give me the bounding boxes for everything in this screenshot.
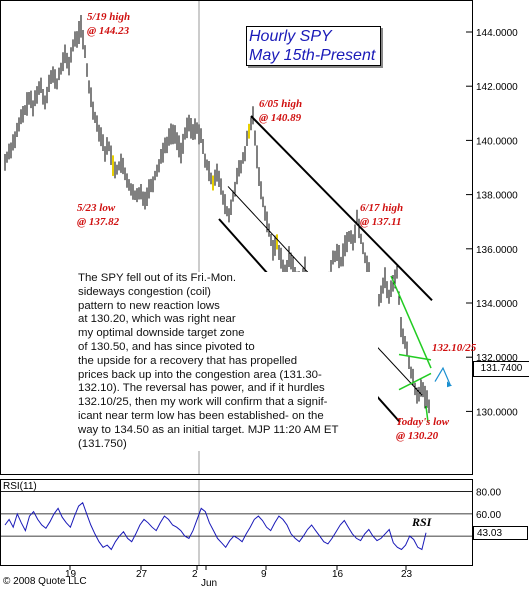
green-trendline xyxy=(390,275,432,369)
rsi-indicator-label: RSI(11) xyxy=(3,481,37,492)
rsi-panel-label: RSI xyxy=(411,515,433,529)
annotation-value: @ 130.20 xyxy=(396,430,439,442)
commentary-line: pattern to new reaction lows xyxy=(78,299,220,312)
price-tick-label: 134.0000 xyxy=(476,299,518,310)
commentary-text: The SPY fell out of its Fri.-Mon. sideway… xyxy=(78,272,378,452)
price-tick-label: 144.0000 xyxy=(476,28,518,39)
annotation-value: @ 137.82 xyxy=(77,216,120,228)
price-tick-label: 140.0000 xyxy=(476,136,518,147)
last-price-label: 131.7400 xyxy=(473,361,529,377)
commentary-line: 132.10/25, then my work will confirm tha… xyxy=(78,396,328,409)
annotation-label: 6/05 high xyxy=(259,98,302,110)
annotation-label: 132.10/25 xyxy=(432,342,477,354)
chart-subtitle: May 15th-Present xyxy=(249,47,376,64)
commentary-line: way to 134.50 as an initial target. MJP … xyxy=(78,423,339,436)
projection-arrowhead xyxy=(447,381,452,388)
date-tick-label: 27 xyxy=(136,569,148,580)
rsi-value-label: 43.03 xyxy=(473,526,528,540)
projection-arrow xyxy=(434,366,451,385)
rsi-panel xyxy=(0,479,473,566)
date-tick-label: Jun xyxy=(201,578,217,589)
price-tick-label: 132.0000 xyxy=(476,353,518,364)
upper-channel-line xyxy=(250,115,433,301)
annotation-value: @ 144.23 xyxy=(87,25,130,37)
annotation-value: @ 140.89 xyxy=(259,112,302,124)
commentary-line: prices back up into the congestion area … xyxy=(78,368,322,381)
commentary-line: of 130.50, and has since pivoted to xyxy=(78,340,255,353)
chart-title-box: Hourly SPY May 15th-Present xyxy=(246,26,381,66)
rsi-tick-label: 80.00 xyxy=(476,488,501,499)
commentary-line: at 130.20, which was right near xyxy=(78,313,236,326)
chart-title: Hourly SPY xyxy=(249,28,332,45)
price-panel xyxy=(0,0,473,475)
price-tick-label: 142.0000 xyxy=(476,82,518,93)
copyright: © 2008 Quote LLC xyxy=(3,576,87,587)
annotation-value: @ 137.11 xyxy=(360,216,402,228)
annotation-label: 5/23 low xyxy=(77,202,116,214)
price-tick-label: 136.0000 xyxy=(476,245,518,256)
date-tick-label: 2 xyxy=(192,569,198,580)
annotation-label: 6/17 high xyxy=(360,202,403,214)
commentary-line: icant near term low has been established… xyxy=(78,409,324,422)
annotation-label: 5/19 high xyxy=(87,11,130,23)
price-axis: 144.0000 142.0000 140.0000 138.0000 136.0000… xyxy=(466,28,518,418)
commentary-line: my optimal downside target zone xyxy=(78,327,245,340)
commentary-line: the upside for a recovery that has prope… xyxy=(78,354,298,367)
commentary-line: (131.750) xyxy=(78,437,127,450)
date-tick-label: 9 xyxy=(261,569,267,580)
low-pointer-line xyxy=(425,405,429,423)
price-tick-label: 138.0000 xyxy=(476,191,518,202)
price-tick-label: 130.0000 xyxy=(476,407,518,418)
date-tick-label: 16 xyxy=(332,569,344,580)
rsi-series-line xyxy=(4,501,427,551)
date-tick-label: 19 xyxy=(65,569,77,580)
green-coil-bottom xyxy=(398,372,432,391)
annotation-label: Today's low xyxy=(396,416,450,428)
commentary-line: sideways congestion (coil) xyxy=(78,285,211,298)
commentary-line: The SPY fell out of its Fri.-Mon. xyxy=(78,272,237,284)
rsi-tick-label: 60.00 xyxy=(476,510,501,521)
commentary-line: 132.10). The reversal has power, and if … xyxy=(78,382,325,395)
date-tick-label: 23 xyxy=(401,569,413,580)
green-coil-top xyxy=(398,353,432,361)
